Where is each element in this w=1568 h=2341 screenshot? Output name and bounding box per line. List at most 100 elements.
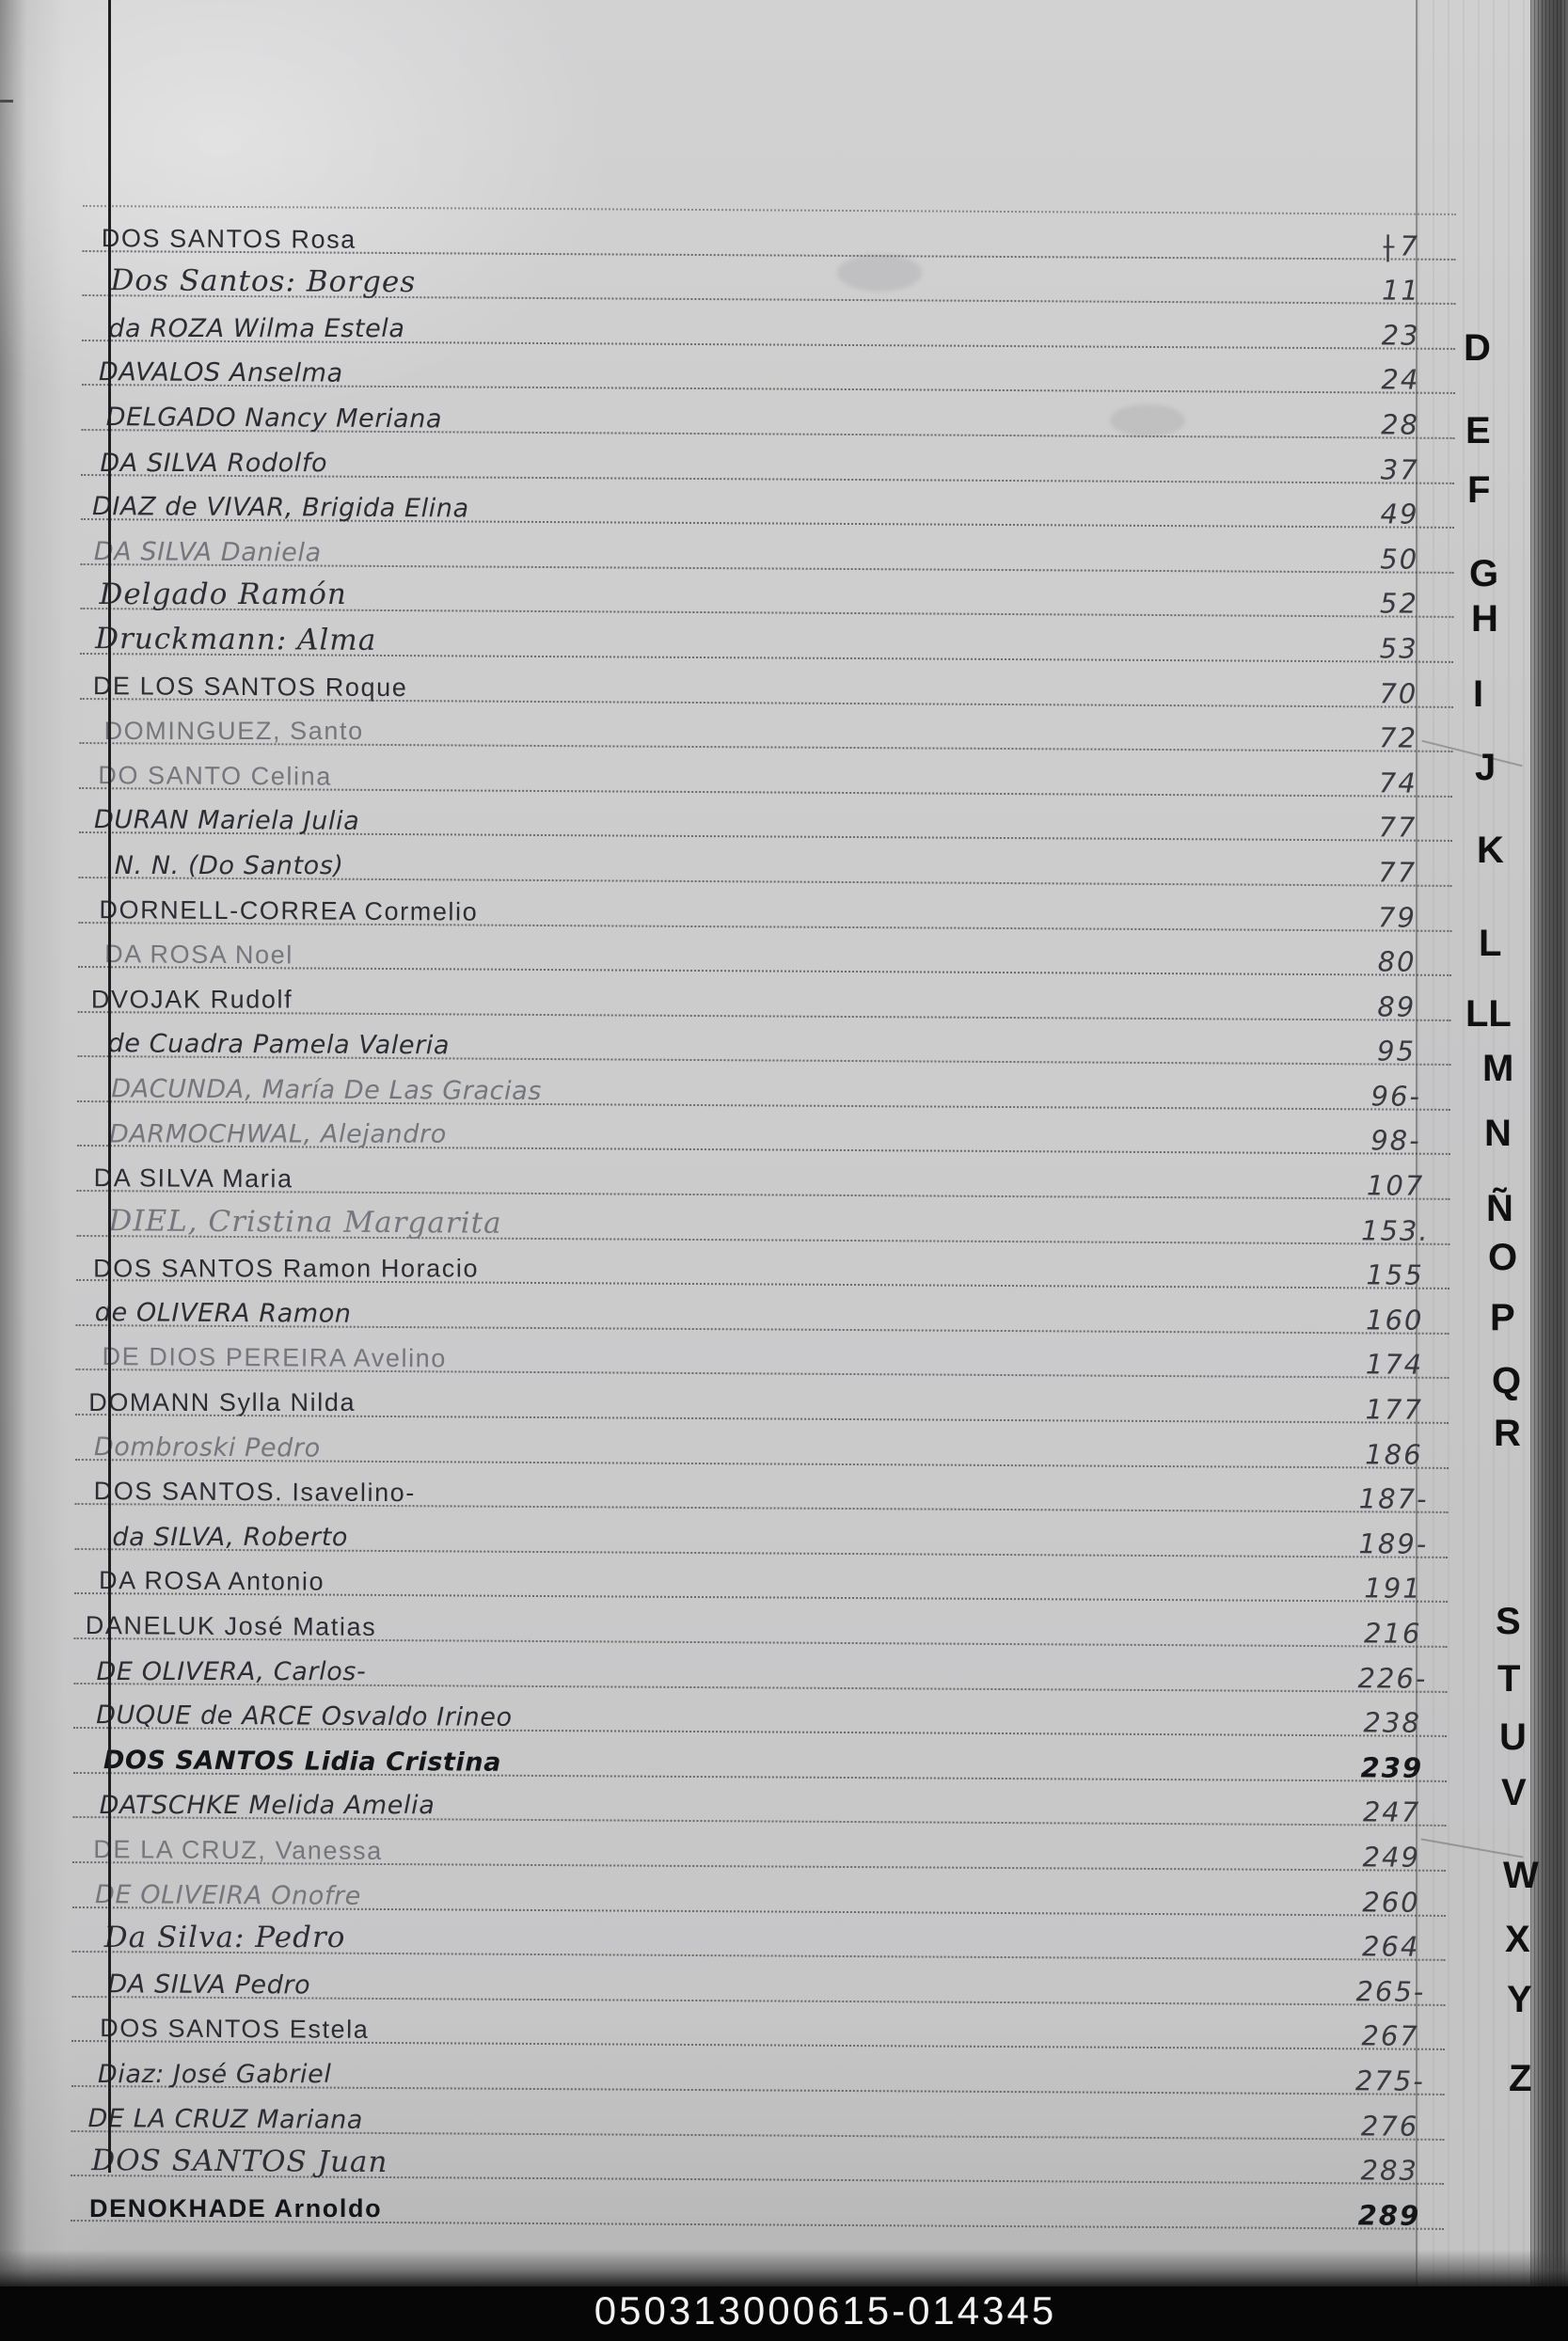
- entry-page-number: 247: [1362, 1795, 1421, 1829]
- entry-name: DOMINGUEZ, Santo: [103, 717, 364, 746]
- tab-letter-k: K: [1477, 830, 1504, 871]
- entry-name: DARMOCHWAL, Alejandro: [108, 1119, 447, 1149]
- entry-page-number: 189-: [1358, 1527, 1429, 1560]
- entry-name: DUQUE de ARCE Osvaldo Irineo: [96, 1700, 513, 1733]
- entry-name: DELGADO Nancy Meriana: [105, 403, 443, 435]
- tab-letter-d: D: [1464, 327, 1491, 369]
- book-page-edges: [1530, 0, 1568, 2287]
- tab-letter-m: M: [1482, 1048, 1514, 1089]
- tab-letter-ñ: Ñ: [1486, 1188, 1513, 1229]
- tab-letter-o: O: [1488, 1237, 1518, 1278]
- corrected-mark: |: [1383, 229, 1395, 262]
- entry-name: DOS SANTOS Lidia Cristina: [103, 1745, 502, 1778]
- entry-name: de Cuadra Pamela Valeria: [107, 1029, 451, 1061]
- entry-name: DE DIOS PEREIRA Avelino: [102, 1342, 448, 1373]
- entry-page-number: 160: [1365, 1304, 1424, 1337]
- entry-page-number: 226-: [1357, 1661, 1428, 1695]
- entry-name: DE LOS SANTOS Roque: [92, 671, 408, 702]
- entry-name: de OLIVERA Ramon: [94, 1297, 352, 1329]
- entry-name: DIAZ de VIVAR, Brigida Elina: [91, 492, 469, 524]
- entry-name: DA ROSA Antonio: [98, 1566, 325, 1597]
- entry-page-number: 191: [1364, 1572, 1422, 1605]
- entry-name: Diaz: José Gabriel: [97, 2059, 332, 2089]
- entry-page-number: 239: [1360, 1751, 1424, 1784]
- tab-letter-z: Z: [1509, 2058, 1532, 2099]
- tab-letter-q: Q: [1492, 1360, 1522, 1401]
- entry-name: DOS SANTOS Ramon Horacio: [93, 1254, 480, 1283]
- entry-name: da SILVA, Roberto: [112, 1522, 349, 1552]
- paper-edge-mark: [0, 100, 13, 103]
- tab-letter-e: E: [1465, 410, 1491, 451]
- entry-page-number: 265-: [1355, 1975, 1426, 2008]
- entry-name: DVOJAK Rudolf: [90, 985, 293, 1014]
- entry-name: DATSCHKE Melida Amelia: [99, 1791, 436, 1821]
- entry-page-number: 260: [1362, 1885, 1420, 1919]
- tab-letter-f: F: [1467, 469, 1491, 511]
- entry-page-number: 77: [1378, 811, 1418, 844]
- entry-page-number: 77: [1378, 856, 1418, 889]
- entry-name: DANELUK José Matias: [85, 1611, 377, 1641]
- entry-page-number: 96-: [1370, 1080, 1422, 1113]
- entry-name: DURAN Mariela Julia: [93, 805, 360, 837]
- entry-name: DE LA CRUZ, Vanessa: [93, 1835, 383, 1865]
- entry-page-number: 80: [1377, 945, 1417, 978]
- tab-letter-y: Y: [1507, 1979, 1532, 2020]
- entry-page-number: 264: [1361, 1930, 1420, 1963]
- entry-page-number: 283: [1360, 2154, 1419, 2187]
- entry-name: N. N. (Do Santos): [114, 850, 344, 880]
- entry-page-number: 11: [1381, 274, 1421, 307]
- entry-page-number: 107: [1366, 1169, 1425, 1202]
- entry-page-number: 275-: [1354, 2064, 1425, 2097]
- entry-page-number: 79: [1377, 900, 1417, 934]
- index-row: DENOKHADE Arnoldo 289: [70, 2176, 1445, 2231]
- entry-page-number: 153.: [1360, 1213, 1430, 1247]
- entry-page-number: 70: [1379, 676, 1418, 710]
- entry-name: DOS SANTOS Juan: [91, 2143, 388, 2180]
- entry-name: Dombroski Pedro: [93, 1431, 321, 1463]
- tab-letter-l: L: [1479, 923, 1502, 964]
- entry-page-number: 177: [1365, 1393, 1423, 1426]
- left-margin-rule: [108, 0, 111, 2173]
- scan-smudge: [1110, 404, 1185, 436]
- entry-name: DE OLIVERA, Carlos-: [96, 1656, 367, 1686]
- entry-name: DA SILVA Maria: [93, 1163, 293, 1194]
- entry-name: DENOKHADE Arnoldo: [88, 2193, 383, 2222]
- entry-name: da ROZA Wilma Estela: [108, 313, 405, 343]
- tab-letter-x: X: [1505, 1919, 1530, 1960]
- tab-letter-w: W: [1503, 1855, 1539, 1896]
- page-right-edge: [1416, 0, 1418, 2287]
- index-row: DOS SANTOS Rosa | 7: [82, 205, 1456, 261]
- entry-page-number: 50: [1380, 543, 1419, 576]
- entry-page-number: 289: [1357, 2199, 1421, 2232]
- entry-name: DO SANTO Celina: [98, 760, 332, 791]
- entry-page-number: 72: [1379, 721, 1418, 754]
- tab-letter-g: G: [1469, 553, 1499, 594]
- entry-page-number: 174: [1365, 1348, 1424, 1382]
- entry-page-number: 276: [1360, 2109, 1419, 2143]
- tab-letter-r: R: [1494, 1413, 1521, 1454]
- entry-page-number: 267: [1361, 2019, 1419, 2053]
- scanner-bar: [0, 2286, 1568, 2341]
- thumb-tab-strip: [1418, 0, 1530, 2287]
- entry-page-number: 74: [1378, 767, 1418, 799]
- tab-letter-s: S: [1496, 1601, 1521, 1642]
- entry-name: DORNELL-CORREA Cormelio: [99, 894, 479, 926]
- entry-page-number: 249: [1362, 1841, 1421, 1874]
- entry-name: DA SILVA Pedro: [107, 1969, 311, 2001]
- entry-name: Druckmann: Alma: [95, 622, 377, 657]
- entry-page-number: 95: [1376, 1035, 1417, 1068]
- entry-page-number: 216: [1363, 1617, 1422, 1650]
- entry-name: DAVALOS Anselma: [98, 357, 343, 389]
- entry-name: DOS SANTOS Estela: [100, 2014, 370, 2045]
- entry-page-number: | 7: [1383, 229, 1419, 262]
- entry-page-number: 98-: [1370, 1124, 1421, 1158]
- bottom-shadow: [0, 2250, 1568, 2287]
- entry-page-number: 187-: [1358, 1482, 1429, 1515]
- tab-letter-t: T: [1497, 1658, 1521, 1700]
- scan-smudge: [837, 254, 922, 292]
- entry-name: DA SILVA Rodolfo: [100, 448, 328, 478]
- entry-name: DA ROSA Noel: [104, 940, 294, 970]
- entry-page-number: 37: [1380, 452, 1419, 486]
- entry-page-number: 53: [1379, 632, 1418, 665]
